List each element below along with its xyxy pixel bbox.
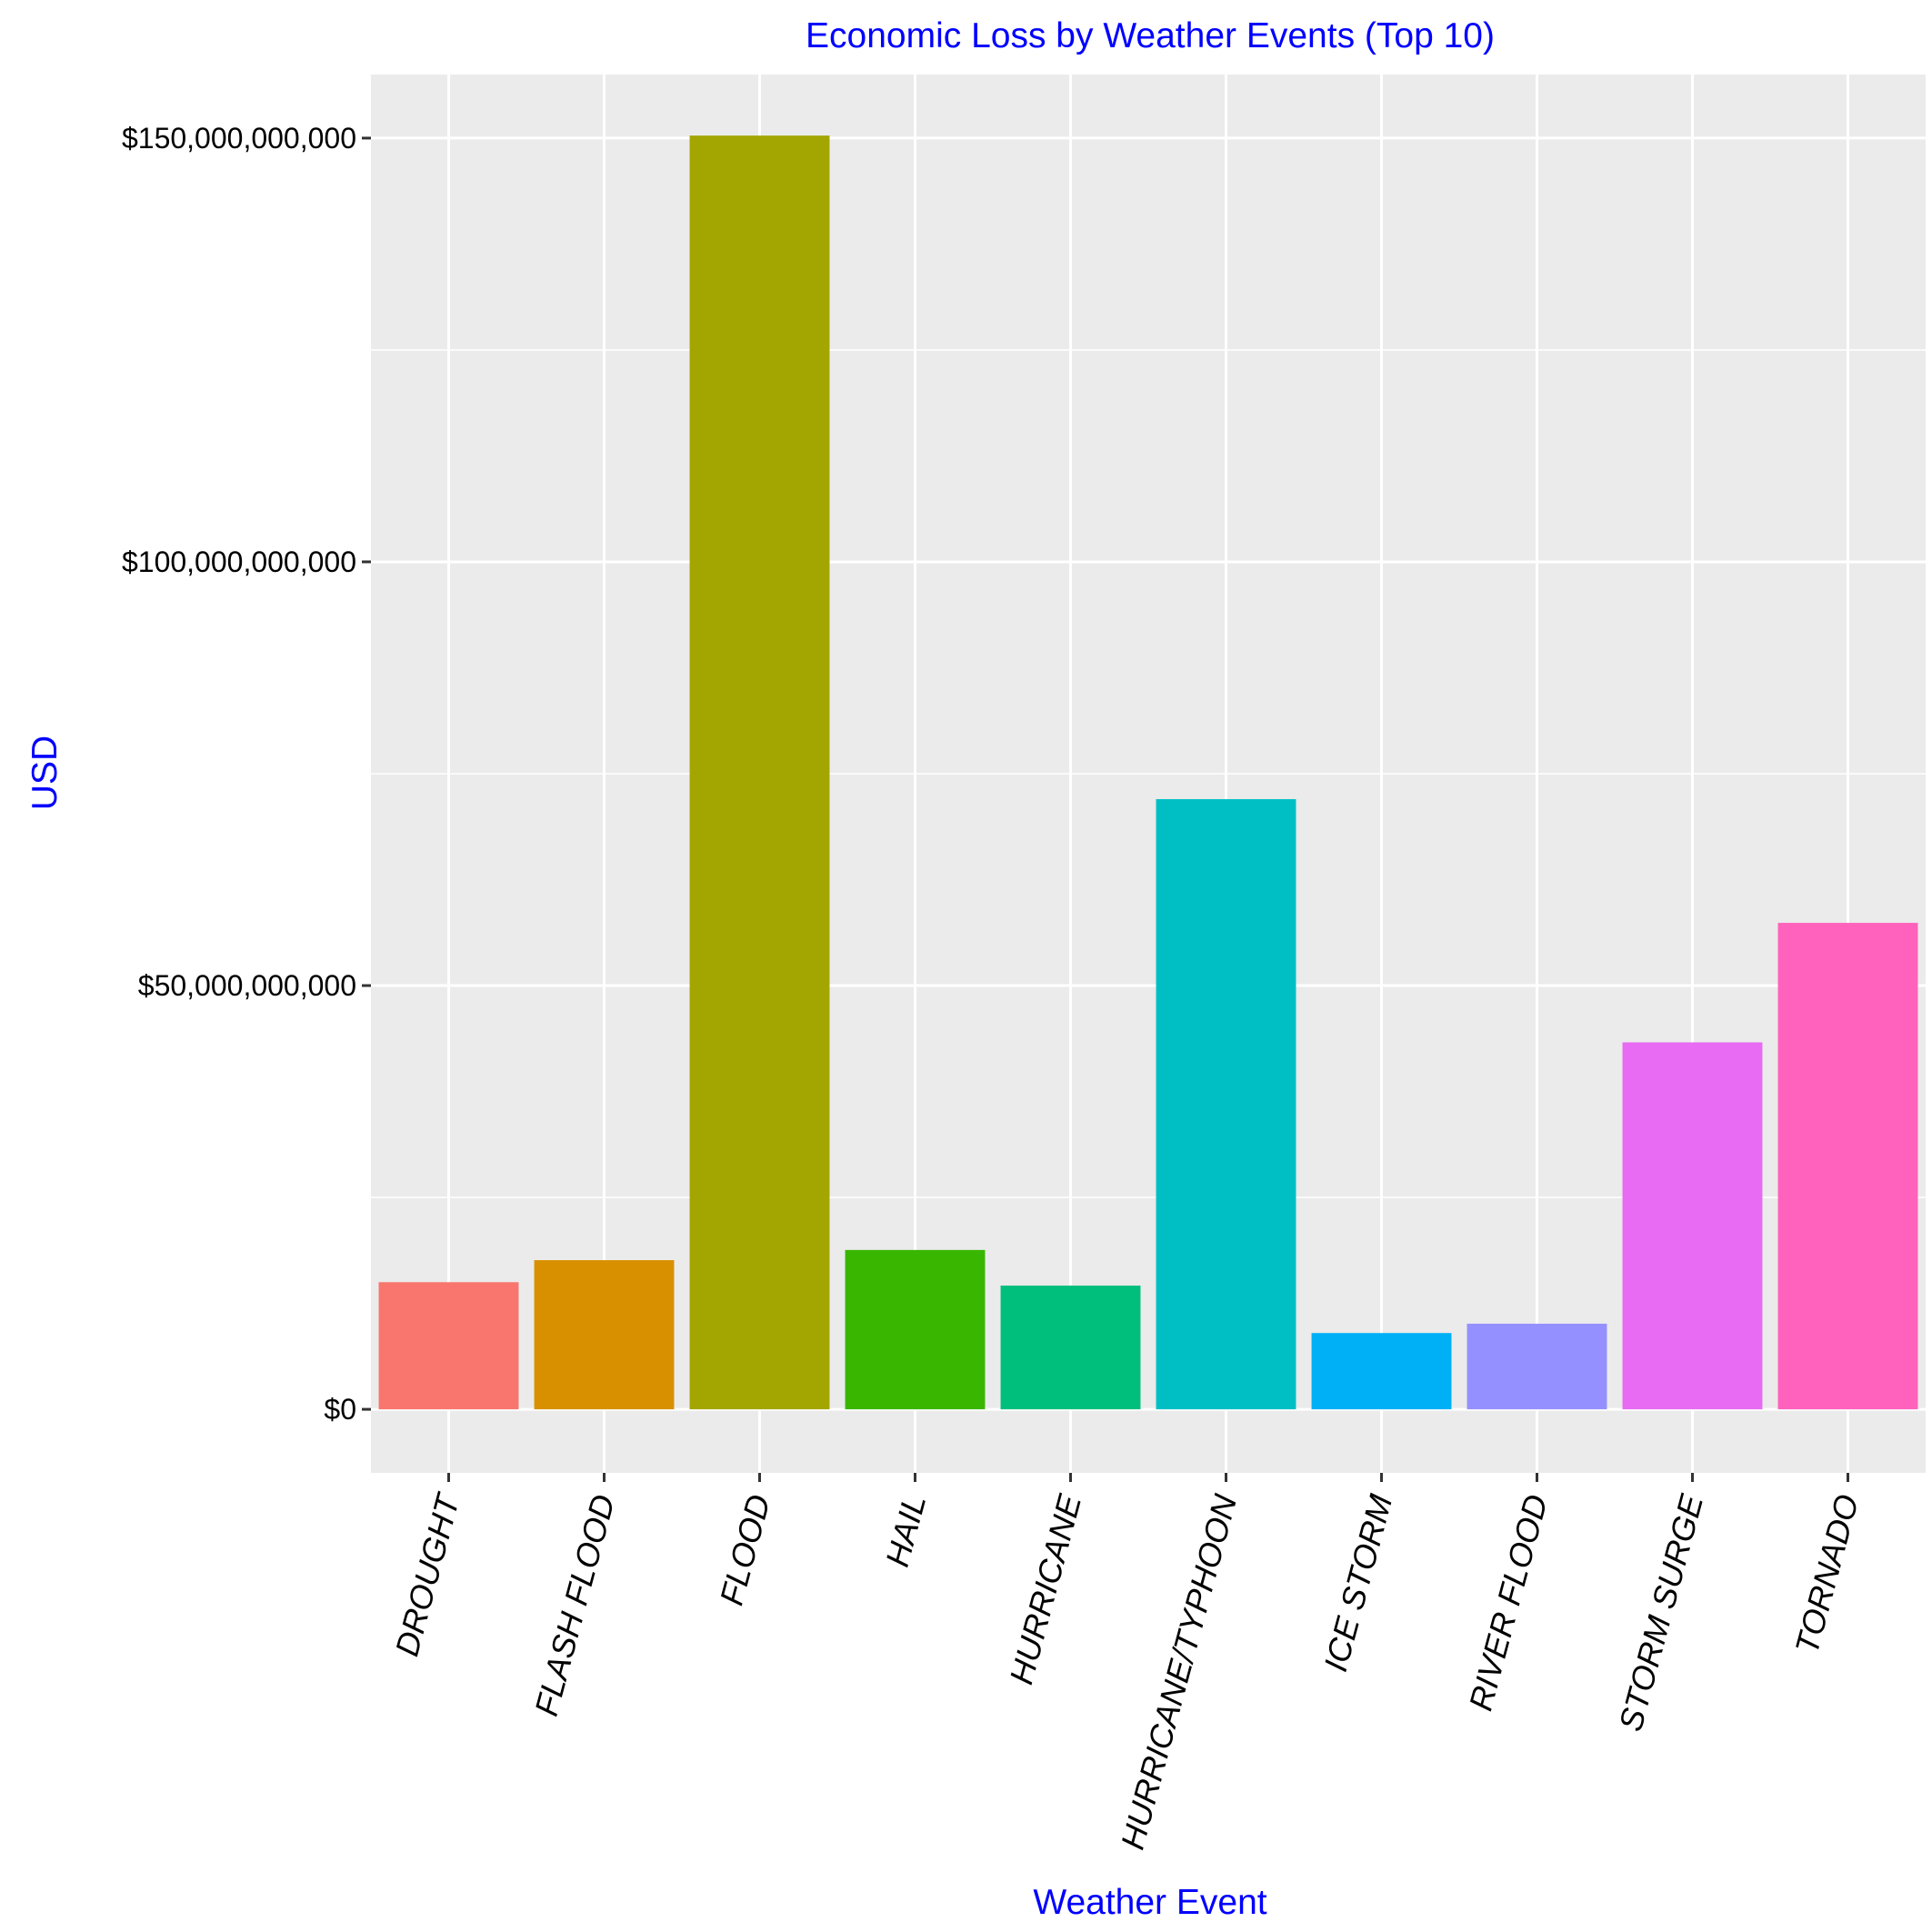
- bar-hurricane-typhoon: [1156, 798, 1296, 1410]
- x-tick-label: TORNADO: [1787, 1490, 1866, 1657]
- x-tick-label: DROUGHT: [388, 1488, 467, 1660]
- x-axis: DROUGHT FLASH FLOOD FLOOD HAIL HURRICANE HURR…: [388, 1473, 1866, 1853]
- y-tick-label: $100,000,000,000: [122, 546, 356, 578]
- x-tick-label: FLASH FLOOD: [527, 1490, 622, 1719]
- x-tick-label: HURRICANE: [1002, 1490, 1088, 1688]
- y-tick-label: $150,000,000,000: [122, 122, 356, 155]
- x-tick-label: RIVER FLOOD: [1461, 1490, 1555, 1714]
- chart-title: Economic Loss by Weather Events (Top 10): [806, 16, 1495, 55]
- x-tick-label: ICE STORM: [1316, 1490, 1399, 1675]
- x-tick-label: HAIL: [878, 1490, 933, 1570]
- y-tick-label: $50,000,000,000: [138, 969, 356, 1002]
- x-tick-label: STORM SURGE: [1611, 1490, 1710, 1736]
- bars: [378, 135, 1918, 1410]
- y-tick-label: $0: [324, 1393, 356, 1426]
- bar-ice-storm: [1311, 1333, 1452, 1410]
- x-tick-label: HURRICANE/TYPHOON: [1114, 1489, 1245, 1853]
- bar-hurricane: [1000, 1286, 1141, 1410]
- x-tick-label: FLOOD: [713, 1490, 778, 1608]
- bar-drought: [378, 1282, 519, 1410]
- bar-tornado: [1777, 923, 1918, 1410]
- bar-flood: [689, 135, 830, 1410]
- bar-hail: [845, 1249, 986, 1410]
- y-axis-title: USD: [25, 736, 65, 810]
- bar-river-flood: [1467, 1323, 1607, 1410]
- bar-flash-flood: [534, 1260, 675, 1410]
- y-axis: $0 $50,000,000,000 $100,000,000,000 $150,00…: [122, 122, 371, 1426]
- bar-storm-surge: [1622, 1042, 1763, 1410]
- x-axis-title: Weather Event: [1033, 1883, 1266, 1922]
